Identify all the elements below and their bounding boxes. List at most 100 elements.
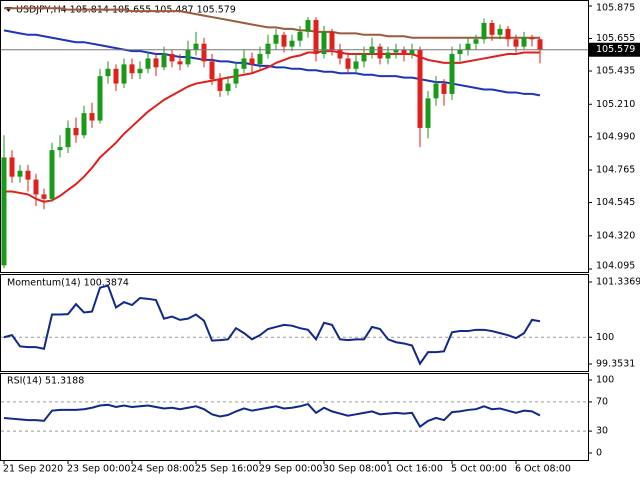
candle-body — [409, 49, 415, 55]
candle-body — [81, 113, 87, 136]
candle-body — [529, 37, 535, 40]
last-price-tag — [589, 42, 640, 57]
candle-body — [385, 52, 391, 59]
x-tick-label: 21 Sep 2020 — [3, 464, 63, 475]
candle-body — [505, 28, 511, 40]
candle-body — [369, 46, 375, 55]
candle-body — [105, 68, 111, 77]
candle-body — [33, 179, 39, 195]
x-tick-label: 6 Oct 08:00 — [515, 464, 571, 475]
candle-body — [209, 61, 215, 80]
x-tick-label: 29 Sep 00:00 — [259, 464, 322, 475]
candle-body — [49, 150, 55, 199]
x-tick-label: 30 Sep 08:00 — [323, 464, 386, 475]
candle-body — [425, 98, 431, 128]
candle-body — [497, 28, 503, 35]
candle-body — [153, 58, 159, 68]
candle-body — [313, 20, 319, 55]
candle-body — [321, 31, 327, 55]
y-tick-label: 104.095 — [596, 261, 635, 272]
candle-body — [41, 194, 47, 199]
candle-body — [489, 22, 495, 35]
candle-body — [433, 83, 439, 99]
candle-body — [329, 31, 335, 50]
candle-body — [273, 34, 279, 44]
last-price-value: 105.579 — [596, 44, 635, 55]
candle-body — [249, 58, 255, 65]
candle-body — [233, 68, 239, 84]
candle-body — [73, 127, 79, 136]
candle-body — [473, 39, 479, 44]
candle-body — [465, 43, 471, 50]
candle-body — [241, 58, 247, 69]
y-tick-label: 105.875 — [596, 3, 635, 14]
y-tick-label: 100 — [596, 375, 614, 386]
candle-body — [177, 61, 183, 65]
moving-average — [4, 7, 540, 39]
candle-body — [537, 39, 543, 50]
candle-body — [513, 39, 519, 47]
candle-body — [393, 49, 399, 53]
momentum-pane-frame — [0, 274, 589, 372]
candle-body — [217, 79, 223, 91]
candle-body — [337, 49, 343, 59]
candle-body — [441, 83, 447, 94]
y-tick-label: 105.435 — [596, 66, 635, 77]
x-tick-label: 5 Oct 00:00 — [451, 464, 507, 475]
candle-body — [1, 157, 7, 266]
rsi-label: RSI(14) 51.3188 — [7, 376, 84, 387]
candle-body — [417, 49, 423, 128]
x-tick-label: 24 Sep 08:00 — [131, 464, 194, 475]
candle-body — [97, 76, 103, 121]
candle-body — [161, 54, 167, 68]
x-tick-label: 1 Oct 16:00 — [387, 464, 443, 475]
candle-body — [9, 157, 15, 177]
candle-body — [65, 127, 71, 148]
candle-body — [25, 170, 31, 180]
candle-body — [137, 68, 143, 74]
candle-body — [353, 61, 359, 69]
x-tick-label: 23 Sep 00:00 — [67, 464, 130, 475]
candle-body — [89, 113, 95, 121]
candle-body — [401, 49, 407, 55]
candle-body — [297, 31, 303, 41]
y-tick-label: 30 — [596, 426, 608, 437]
y-tick-label: 104.320 — [596, 230, 635, 241]
candle-body — [345, 58, 351, 69]
candle-body — [17, 170, 23, 177]
y-tick-label: 70 — [596, 396, 608, 407]
momentum-label: Momentum(14) 100.3874 — [7, 278, 129, 289]
rsi-pane-frame — [0, 373, 589, 461]
candle-body — [201, 43, 207, 62]
candle-body — [57, 147, 63, 151]
candle-body — [377, 46, 383, 59]
candle-body — [449, 54, 455, 94]
y-tick-label: 101.3369 — [596, 277, 640, 288]
candle-body — [457, 49, 463, 55]
candle-body — [361, 54, 367, 62]
candle-body — [145, 58, 151, 69]
candle-body — [257, 54, 263, 65]
indicator-line — [3, 284, 541, 366]
candle-body — [185, 49, 191, 65]
y-tick-label: 100 — [596, 332, 614, 343]
candle-body — [121, 64, 127, 84]
candle-body — [281, 34, 287, 47]
candle-body — [129, 64, 135, 74]
y-tick-label: 105.210 — [596, 99, 635, 110]
indicator-line — [3, 402, 541, 429]
y-tick-label: 105.655 — [596, 33, 635, 44]
candle-body — [113, 68, 119, 84]
x-tick-label: 25 Sep 16:00 — [195, 464, 258, 475]
candle-body — [481, 22, 487, 40]
candle-body — [169, 54, 175, 62]
y-tick-label: 0 — [596, 448, 602, 459]
candle-body — [289, 40, 295, 47]
candle-body — [305, 20, 311, 32]
candle-body — [265, 43, 271, 55]
y-tick-label: 99.3531 — [596, 359, 635, 370]
y-tick-label: 104.545 — [596, 197, 635, 208]
candle-body — [521, 37, 527, 47]
y-tick-label: 104.765 — [596, 165, 635, 176]
